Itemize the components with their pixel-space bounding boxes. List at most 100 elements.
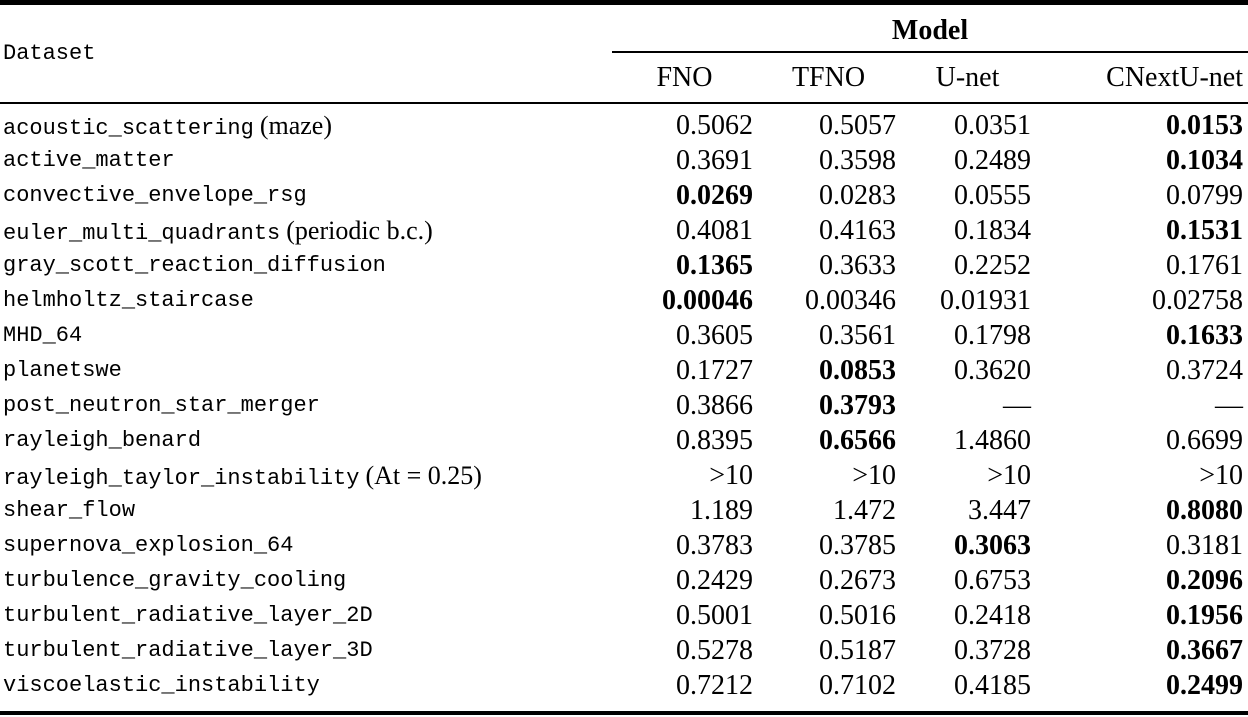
value-cell: 0.3785 [819, 530, 896, 561]
dataset-name-cell: active_matter [0, 143, 612, 178]
value-cell: 0.8395 [676, 425, 753, 456]
dataset-name: MHD_64 [3, 323, 83, 348]
dataset-name-cell: shear_flow [0, 493, 612, 528]
value-cell: 0.3181 [1166, 530, 1243, 561]
value-cell: 0.2096 [1166, 565, 1243, 596]
value-cell: 0.0153 [1166, 110, 1243, 141]
value-cell: 0.7102 [819, 670, 896, 701]
value-cell: 0.1727 [676, 355, 753, 386]
value-cell: 0.5187 [819, 635, 896, 666]
value-cell: 1.189 [690, 495, 753, 526]
value-cell: 0.0555 [954, 180, 1031, 211]
value-cell: 0.3063 [954, 530, 1031, 561]
value-cell: 0.3724 [1166, 355, 1243, 386]
dataset-name-cell: planetswe [0, 353, 612, 388]
dataset-name-cell: euler_multi_quadrants (periodic b.c.) [0, 213, 612, 251]
value-cell: 0.2429 [676, 565, 753, 596]
value-cell: 0.3667 [1166, 635, 1243, 666]
value-cell: 0.5016 [819, 600, 896, 631]
value-cell: 0.00346 [805, 285, 896, 316]
dataset-name: helmholtz_staircase [3, 288, 254, 313]
dataset-name: active_matter [3, 148, 175, 173]
value-cell: 0.4163 [819, 215, 896, 246]
model-header-group: Model FNO TFNO U-net CNextU-net [612, 5, 1248, 102]
value-cell: 0.0853 [819, 355, 896, 386]
value-cell: >10 [987, 460, 1031, 491]
table-row: planetswe 0.1727 0.0853 0.3620 0.3724 [0, 353, 1248, 388]
value-cell: 0.3783 [676, 530, 753, 561]
value-cell: 0.1798 [954, 320, 1031, 351]
column-header-cnextunet: CNextU-net [1106, 61, 1243, 93]
value-cell: 0.1834 [954, 215, 1031, 246]
value-cell: 0.5057 [819, 110, 896, 141]
value-cell: 0.4081 [676, 215, 753, 246]
dataset-name: supernova_explosion_64 [3, 533, 294, 558]
table-row: gray_scott_reaction_diffusion 0.1365 0.363… [0, 248, 1248, 283]
value-cell: — [1215, 390, 1243, 421]
dataset-name: turbulence_gravity_cooling [3, 568, 347, 593]
value-cell: — [1003, 390, 1031, 421]
value-cell: 0.1365 [676, 250, 753, 281]
value-cell: 0.2489 [954, 145, 1031, 176]
value-cell: 0.0269 [676, 180, 753, 211]
dataset-name-cell: viscoelastic_instability [0, 668, 612, 703]
dataset-note: (maze) [259, 111, 333, 140]
table-row: active_matter 0.3691 0.3598 0.2489 0.1034 [0, 143, 1248, 178]
value-cell: 3.447 [968, 495, 1031, 526]
model-group-header: Model [612, 5, 1248, 53]
value-cell: 0.6566 [819, 425, 896, 456]
value-cell: 0.7212 [676, 670, 753, 701]
column-header-fno: FNO [656, 61, 713, 93]
table-row: shear_flow 1.189 1.472 3.447 0.8080 [0, 493, 1248, 528]
table-row: viscoelastic_instability 0.7212 0.7102 0.41… [0, 668, 1248, 703]
dataset-name: convective_envelope_rsg [3, 183, 307, 208]
table-row: MHD_64 0.3605 0.3561 0.1798 0.1633 [0, 318, 1248, 353]
value-cell: 0.2499 [1166, 670, 1243, 701]
value-cell: >10 [709, 460, 753, 491]
dataset-name-cell: rayleigh_taylor_instability (At = 0.25) [0, 458, 612, 496]
dataset-name-cell: post_neutron_star_merger [0, 388, 612, 423]
value-cell: 0.5278 [676, 635, 753, 666]
table-row: convective_envelope_rsg 0.0269 0.0283 0.055… [0, 178, 1248, 213]
table-row: euler_multi_quadrants (periodic b.c.) 0.40… [0, 213, 1248, 248]
value-cell: 0.3691 [676, 145, 753, 176]
table-header: Dataset Model FNO TFNO U-net CNextU-net [0, 5, 1248, 104]
dataset-name: rayleigh_benard [3, 428, 202, 453]
value-cell: 0.0351 [954, 110, 1031, 141]
value-cell: 0.2418 [954, 600, 1031, 631]
value-cell: 0.6753 [954, 565, 1031, 596]
dataset-name-cell: turbulent_radiative_layer_3D [0, 633, 612, 668]
value-cell: >10 [1199, 460, 1243, 491]
value-cell: 0.2673 [819, 565, 896, 596]
value-cell: 1.472 [833, 495, 896, 526]
table-row: turbulent_radiative_layer_2D 0.5001 0.5016… [0, 598, 1248, 633]
dataset-note: (At = 0.25) [365, 461, 482, 490]
column-header-tfno: TFNO [791, 61, 866, 93]
dataset-name-cell: gray_scott_reaction_diffusion [0, 248, 612, 283]
value-cell: 0.3620 [954, 355, 1031, 386]
value-cell: 0.4185 [954, 670, 1031, 701]
value-cell: 0.3728 [954, 635, 1031, 666]
value-cell: 0.3633 [819, 250, 896, 281]
dataset-name: gray_scott_reaction_diffusion [3, 253, 386, 278]
dataset-name-cell: helmholtz_staircase [0, 283, 612, 318]
table-row: helmholtz_staircase 0.00046 0.00346 0.01931… [0, 283, 1248, 318]
value-cell: 0.0283 [819, 180, 896, 211]
value-cell: 0.1761 [1166, 250, 1243, 281]
dataset-name-cell: rayleigh_benard [0, 423, 612, 458]
table-row: rayleigh_taylor_instability (At = 0.25) >1… [0, 458, 1248, 493]
table-row: rayleigh_benard 0.8395 0.6566 1.4860 0.6699 [0, 423, 1248, 458]
value-cell: 0.1633 [1166, 320, 1243, 351]
value-cell: 0.3605 [676, 320, 753, 351]
dataset-note: (periodic b.c.) [286, 216, 433, 245]
table-row: supernova_explosion_64 0.3783 0.3785 0.3063… [0, 528, 1248, 563]
table-row: acoustic_scattering (maze) 0.5062 0.5057 0.0… [0, 108, 1248, 143]
value-cell: 0.0799 [1166, 180, 1243, 211]
table-row: turbulence_gravity_cooling 0.2429 0.2673 0.… [0, 563, 1248, 598]
value-cell: 0.00046 [662, 285, 753, 316]
value-cell: 0.1956 [1166, 600, 1243, 631]
dataset-name-cell: convective_envelope_rsg [0, 178, 612, 213]
value-cell: >10 [852, 460, 896, 491]
value-cell: 0.3866 [676, 390, 753, 421]
